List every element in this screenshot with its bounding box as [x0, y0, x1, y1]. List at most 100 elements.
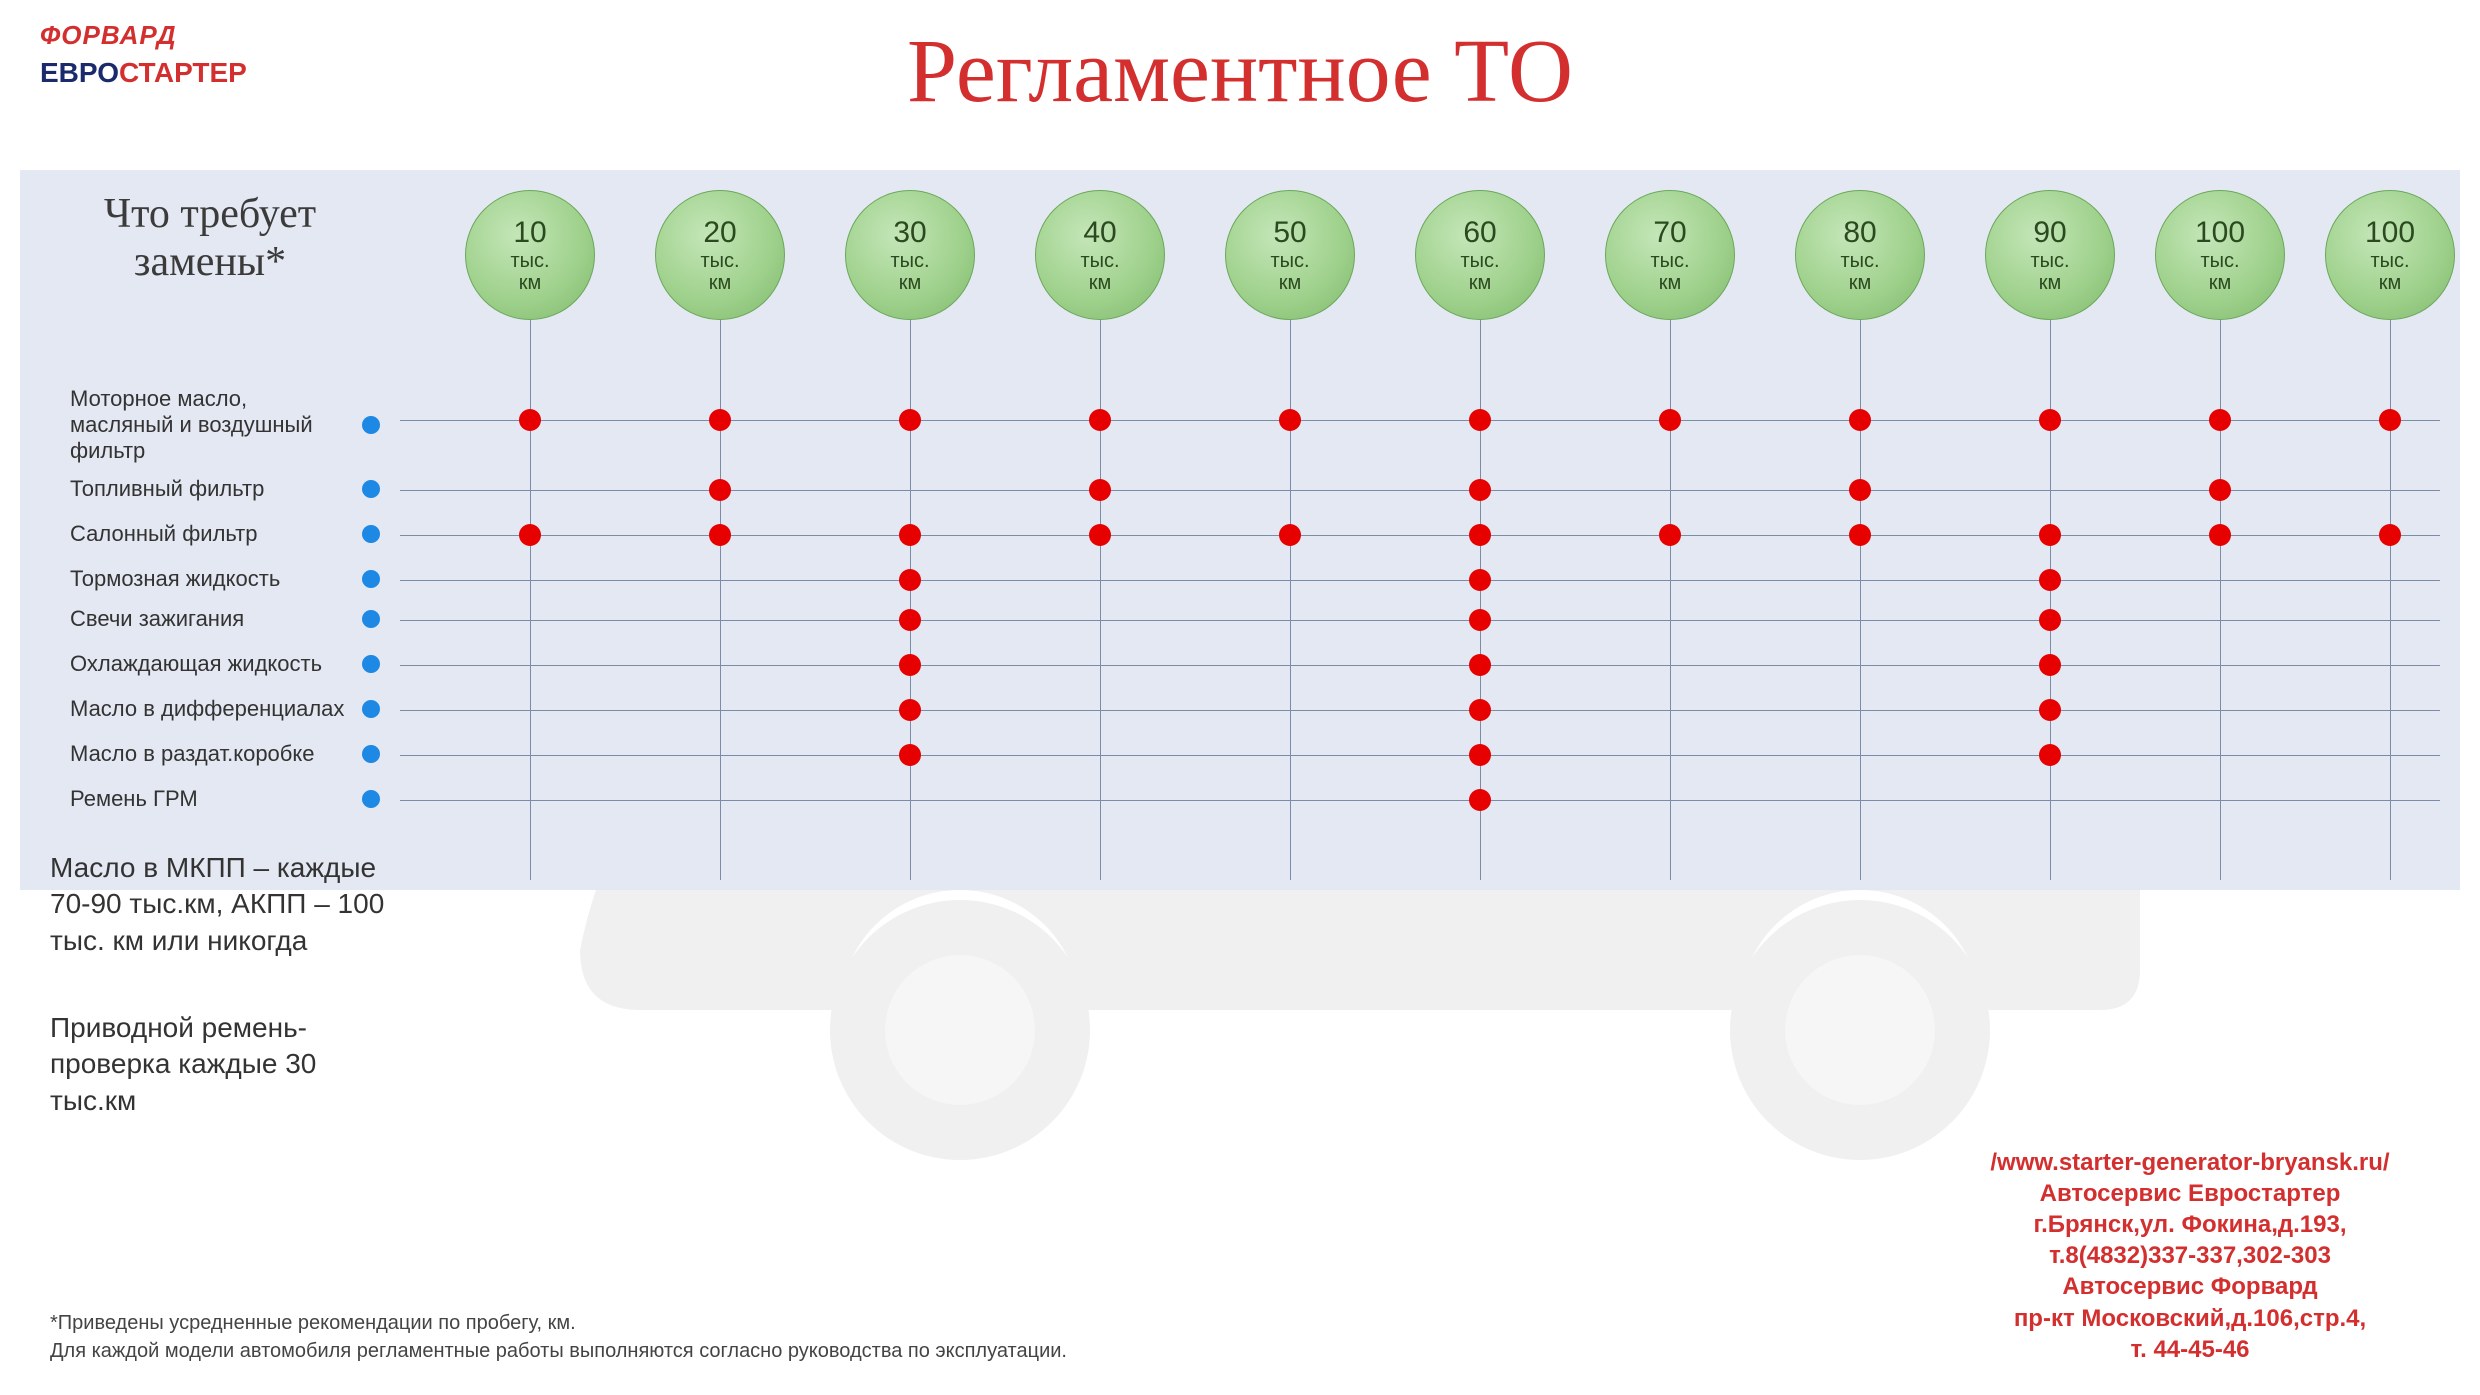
mileage-number: 80 — [1843, 216, 1876, 250]
side-note: Приводной ремень- проверка каждые 30 тыс… — [50, 1010, 410, 1119]
page-title: Регламентное ТО — [907, 20, 1573, 123]
row-label-text: Масло в дифференциалах — [70, 696, 356, 722]
service-dot — [1469, 409, 1491, 431]
mileage-unit: тыс.км — [1270, 250, 1309, 294]
row-label: Моторное масло, масляный и воздушный фил… — [70, 386, 380, 464]
service-dot — [2379, 524, 2401, 546]
gridline-horizontal — [400, 420, 2440, 421]
gridline-vertical — [2050, 320, 2051, 880]
service-dot — [1849, 479, 1871, 501]
row-label-text: Свечи зажигания — [70, 606, 356, 632]
mileage-number: 90 — [2033, 216, 2066, 250]
service-dot — [899, 409, 921, 431]
row-label-text: Топливный фильтр — [70, 476, 356, 502]
row-label: Топливный фильтр — [70, 476, 380, 502]
gridline-vertical — [720, 320, 721, 880]
mileage-bubble: 90тыс.км — [1985, 190, 2115, 320]
row-label: Масло в дифференциалах — [70, 696, 380, 722]
mileage-unit: тыс.км — [700, 250, 739, 294]
service-dot — [709, 409, 731, 431]
mileage-unit: тыс.км — [2370, 250, 2409, 294]
mileage-number: 20 — [703, 216, 736, 250]
mileage-number: 70 — [1653, 216, 1686, 250]
service-dot — [519, 524, 541, 546]
gridline-horizontal — [400, 580, 2440, 581]
service-dot — [2039, 654, 2061, 676]
mileage-bubble: 70тыс.км — [1605, 190, 1735, 320]
footnote-text: *Приведены усредненные рекомендации по п… — [50, 1309, 1250, 1365]
service-dot — [2039, 409, 2061, 431]
service-dot — [1469, 609, 1491, 631]
row-label: Тормозная жидкость — [70, 566, 380, 592]
service-dot — [2379, 409, 2401, 431]
mileage-number: 30 — [893, 216, 926, 250]
service-dot — [1469, 524, 1491, 546]
service-dot — [899, 654, 921, 676]
gridline-vertical — [2390, 320, 2391, 880]
service-dot — [1659, 409, 1681, 431]
service-dot — [519, 409, 541, 431]
gridline-vertical — [530, 320, 531, 880]
gridline-vertical — [910, 320, 911, 880]
row-label-text: Ремень ГРМ — [70, 786, 356, 812]
mileage-unit: тыс.км — [2030, 250, 2069, 294]
row-label: Масло в раздат.коробке — [70, 741, 380, 767]
service-dot — [1279, 524, 1301, 546]
row-label-text: Охлаждающая жидкость — [70, 651, 356, 677]
row-bullet-icon — [362, 525, 380, 543]
row-bullet-icon — [362, 700, 380, 718]
mileage-unit: тыс.км — [2200, 250, 2239, 294]
service-dot — [2039, 744, 2061, 766]
gridline-horizontal — [400, 710, 2440, 711]
mileage-unit: тыс.км — [1460, 250, 1499, 294]
gridline-vertical — [1100, 320, 1101, 880]
service-dot — [899, 524, 921, 546]
mileage-number: 50 — [1273, 216, 1306, 250]
service-dot — [1469, 479, 1491, 501]
row-bullet-icon — [362, 610, 380, 628]
row-label: Свечи зажигания — [70, 606, 380, 632]
service-dot — [2209, 524, 2231, 546]
company-logo: ФОРВАРД ЕВРОСТАРТЕР — [40, 20, 300, 89]
service-dot — [1469, 699, 1491, 721]
gridline-horizontal — [400, 665, 2440, 666]
gridline-horizontal — [400, 800, 2440, 801]
contact-info: /www.starter-generator-bryansk.ru/Автосе… — [1940, 1147, 2440, 1365]
service-dot — [2039, 699, 2061, 721]
gridline-horizontal — [400, 755, 2440, 756]
row-label-text: Масло в раздат.коробке — [70, 741, 356, 767]
service-dot — [2039, 524, 2061, 546]
row-bullet-icon — [362, 480, 380, 498]
mileage-bubble: 100тыс.км — [2325, 190, 2455, 320]
service-dot — [1279, 409, 1301, 431]
service-dot — [899, 569, 921, 591]
mileage-bubble: 30тыс.км — [845, 190, 975, 320]
service-dot — [899, 744, 921, 766]
mileage-number: 100 — [2195, 216, 2245, 250]
service-dot — [1469, 654, 1491, 676]
mileage-number: 40 — [1083, 216, 1116, 250]
mileage-bubble: 10тыс.км — [465, 190, 595, 320]
row-bullet-icon — [362, 655, 380, 673]
mileage-unit: тыс.км — [1650, 250, 1689, 294]
row-bullet-icon — [362, 745, 380, 763]
row-bullet-icon — [362, 416, 380, 434]
service-dot — [1469, 744, 1491, 766]
mileage-bubble: 20тыс.км — [655, 190, 785, 320]
gridline-horizontal — [400, 535, 2440, 536]
mileage-unit: тыс.км — [510, 250, 549, 294]
service-dot — [899, 609, 921, 631]
logo-text-1: ФОРВАРД — [40, 20, 300, 51]
side-note: Масло в МКПП – каждые 70-90 тыс.км, АКПП… — [50, 850, 410, 959]
row-label-text: Моторное масло, масляный и воздушный фил… — [70, 386, 356, 464]
row-bullet-icon — [362, 790, 380, 808]
row-bullet-icon — [362, 570, 380, 588]
mileage-unit: тыс.км — [1840, 250, 1879, 294]
service-dot — [709, 524, 731, 546]
mileage-unit: тыс.км — [890, 250, 929, 294]
row-label: Охлаждающая жидкость — [70, 651, 380, 677]
gridline-horizontal — [400, 620, 2440, 621]
mileage-number: 10 — [513, 216, 546, 250]
service-dot — [2039, 569, 2061, 591]
service-dot — [1469, 569, 1491, 591]
